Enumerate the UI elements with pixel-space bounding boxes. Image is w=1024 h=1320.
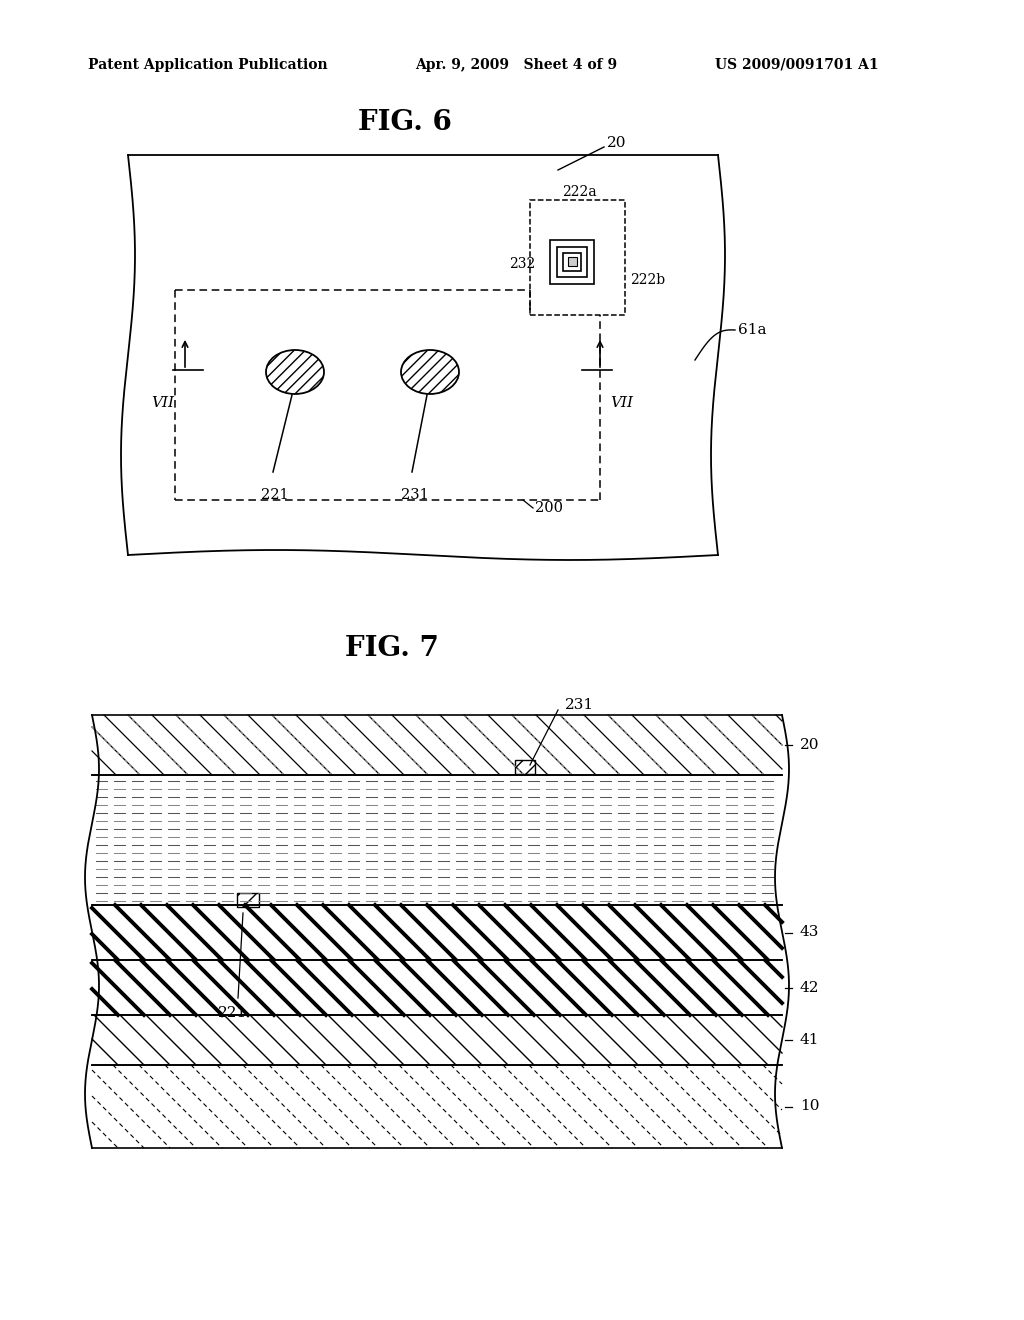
Bar — [530, 201, 625, 315]
Text: 43: 43 — [800, 925, 819, 940]
Text: 10: 10 — [800, 1100, 819, 1114]
Text: 20: 20 — [800, 738, 819, 752]
Bar — [557, 247, 587, 277]
Text: FIG. 7: FIG. 7 — [345, 635, 439, 661]
Text: 42: 42 — [800, 981, 819, 994]
Bar — [92, 1065, 782, 1148]
Bar — [237, 894, 259, 907]
Ellipse shape — [266, 350, 324, 393]
Bar — [92, 906, 782, 960]
Bar — [92, 715, 782, 775]
Text: 222b: 222b — [630, 273, 666, 288]
Text: 231: 231 — [401, 488, 429, 502]
Text: FIG. 6: FIG. 6 — [358, 108, 452, 136]
Text: US 2009/0091701 A1: US 2009/0091701 A1 — [715, 58, 879, 73]
Text: 20: 20 — [607, 136, 627, 150]
Bar — [92, 960, 782, 1015]
Bar — [568, 257, 577, 267]
Text: 231: 231 — [565, 698, 595, 711]
Bar — [515, 760, 535, 774]
Text: VII: VII — [610, 396, 634, 411]
Text: 200: 200 — [535, 502, 563, 515]
Bar — [550, 240, 594, 284]
Text: 221: 221 — [261, 488, 289, 502]
Bar — [563, 253, 581, 271]
Text: Patent Application Publication: Patent Application Publication — [88, 58, 328, 73]
Text: 221: 221 — [218, 1006, 248, 1020]
Text: Apr. 9, 2009   Sheet 4 of 9: Apr. 9, 2009 Sheet 4 of 9 — [415, 58, 617, 73]
Text: VII: VII — [152, 396, 174, 411]
Text: 41: 41 — [800, 1034, 819, 1047]
Bar — [92, 775, 782, 906]
Text: 61a: 61a — [738, 323, 767, 337]
Text: 232: 232 — [509, 257, 536, 271]
Bar — [92, 1015, 782, 1065]
Text: 222a: 222a — [562, 185, 596, 199]
Ellipse shape — [401, 350, 459, 393]
